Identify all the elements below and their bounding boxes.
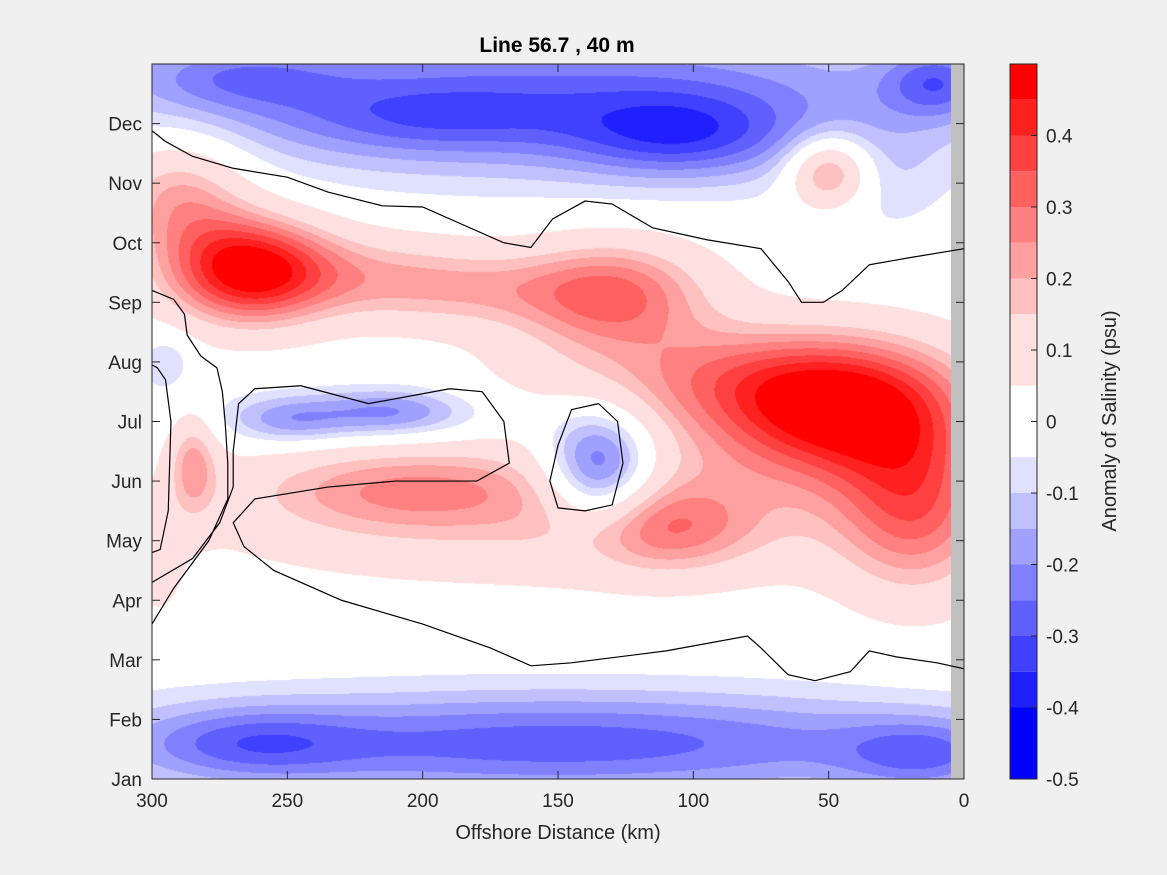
colorbar-level <box>1010 636 1037 672</box>
colorbar-ticks: 0.4 0.3 0.2 0.1 0 -0.1 -0.2 -0.3 -0.4 -0.5 <box>1031 127 1079 791</box>
colorbar-tick-label: 0.2 <box>1046 270 1072 291</box>
colorbar-tick-label: -0.3 <box>1046 627 1079 648</box>
colorbar-level <box>1010 99 1037 136</box>
colorbar-tick-label: 0.4 <box>1046 127 1073 148</box>
colorbar-tick-label: -0.5 <box>1046 770 1079 791</box>
plot-area <box>151 63 965 780</box>
colorbar-level <box>1010 350 1037 386</box>
colorbar-level <box>1010 242 1037 279</box>
colorbar-level <box>1010 564 1037 601</box>
x-axis: 300 250 200 150 100 50 0 <box>136 64 969 812</box>
colorbar-level <box>1010 600 1037 636</box>
colorbar-tick-label: 0 <box>1046 413 1057 434</box>
x-tick-label: 0 <box>959 791 970 812</box>
colorbar-level <box>1010 528 1037 565</box>
y-tick-label: Apr <box>112 591 142 612</box>
colorbar-level <box>1010 385 1037 422</box>
colorbar-level <box>1010 64 1037 100</box>
y-tick-label: Jan <box>111 770 142 791</box>
colorbar-tick-label: -0.2 <box>1046 556 1079 577</box>
colorbar-tick-label: 0.1 <box>1046 341 1072 362</box>
y-tick-label: Aug <box>108 353 142 374</box>
colorbar-level <box>1010 135 1037 172</box>
colorbar-level <box>1010 671 1037 708</box>
colorbar-levels <box>1010 64 1037 779</box>
y-tick-label: May <box>106 532 142 553</box>
x-tick-label: 250 <box>271 791 303 812</box>
y-tick-label: Mar <box>109 651 142 672</box>
colorbar-tick-label: -0.4 <box>1046 699 1079 720</box>
y-tick-label: Oct <box>112 234 142 255</box>
x-tick-label: 50 <box>818 791 839 812</box>
x-tick-label: 100 <box>677 791 709 812</box>
zero-contour-line <box>232 385 965 682</box>
chart-title: Line 56.7 , 40 m <box>479 34 634 57</box>
zero-contour-line <box>549 403 624 512</box>
colorbar-level <box>1010 171 1037 207</box>
y-axis: Jan Feb Mar Apr May Jun Jul Aug Sep Oct Nov Dec <box>106 115 964 791</box>
colorbar-level <box>1010 314 1037 350</box>
zero-contour-line <box>151 289 229 625</box>
x-tick-label: 150 <box>542 791 574 812</box>
colorbar-level <box>1010 207 1037 243</box>
y-tick-label: Feb <box>109 710 142 731</box>
colorbar-level <box>1010 707 1037 779</box>
y-tick-label: Jun <box>111 472 142 493</box>
colorbar-tick-label: -0.1 <box>1046 484 1079 505</box>
colorbar-level <box>1010 421 1037 458</box>
zero-contour-line <box>151 385 301 583</box>
zero-contour-line <box>151 130 965 303</box>
colorbar-tick-label: 0.3 <box>1046 198 1072 219</box>
y-tick-label: Sep <box>108 293 142 314</box>
colorbar-level <box>1010 493 1037 529</box>
x-tick-label: 300 <box>136 791 168 812</box>
y-tick-label: Nov <box>108 174 142 195</box>
y-tick-label: Dec <box>108 115 142 136</box>
colorbar: 0.4 0.3 0.2 0.1 0 -0.1 -0.2 -0.3 -0.4 -0.5 Anomal… <box>1009 63 1121 791</box>
zero-contour-line <box>151 364 172 554</box>
zero-contour-group <box>151 130 965 682</box>
colorbar-level <box>1010 457 1037 493</box>
x-axis-label: Offshore Distance (km) <box>455 822 660 844</box>
colorbar-label: Anomaly of Salinity (psu) <box>1099 310 1121 531</box>
colorbar-level <box>1010 278 1037 315</box>
salinity-heatmap <box>152 64 951 779</box>
x-tick-label: 200 <box>407 791 439 812</box>
y-tick-label: Jul <box>118 413 142 434</box>
